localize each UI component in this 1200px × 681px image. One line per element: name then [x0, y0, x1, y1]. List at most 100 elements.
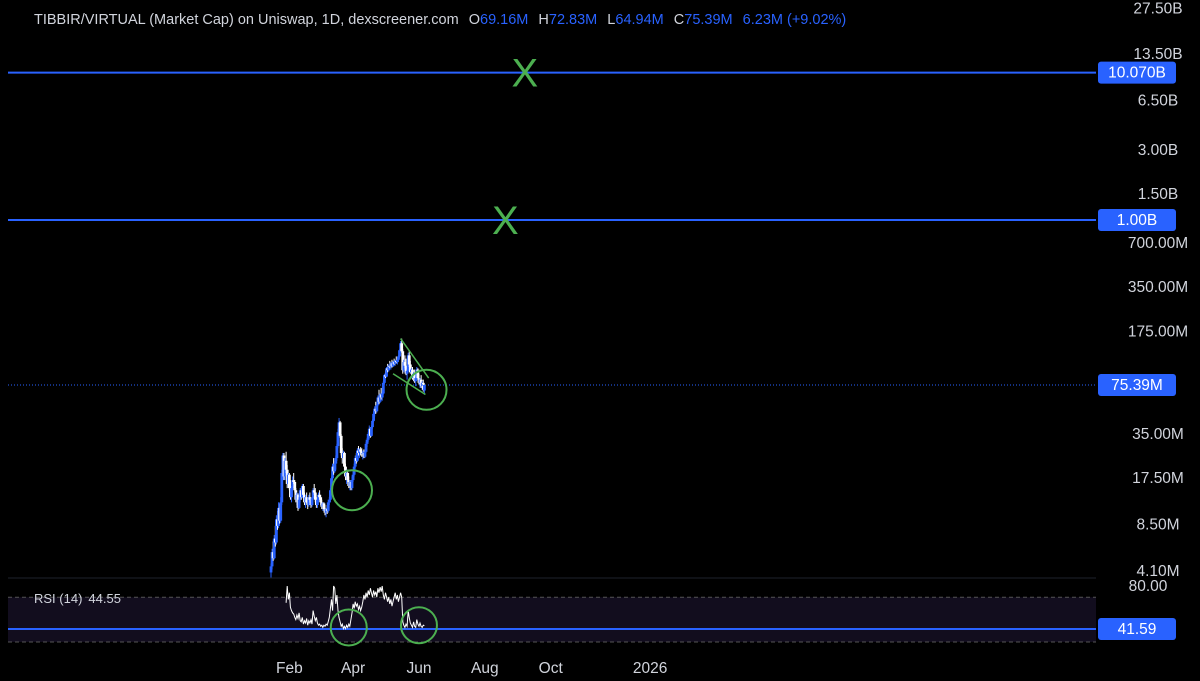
level-badge-text: 10.070B — [1108, 65, 1166, 82]
candle-body — [350, 480, 354, 489]
candle — [307, 494, 311, 507]
candle — [407, 351, 411, 367]
candle-body — [397, 356, 400, 360]
open-key: O — [468, 12, 480, 28]
candle-body — [329, 490, 332, 500]
current-price-badge-bg — [1098, 374, 1176, 397]
candle-body — [292, 480, 296, 483]
close-key: C — [673, 12, 685, 28]
y-tick-label: 350.00M — [1128, 279, 1188, 296]
rsi-current-value: 44.55 — [88, 591, 121, 606]
candle-body — [346, 472, 350, 481]
candle-body — [371, 420, 374, 428]
candle-body — [351, 474, 355, 481]
candle-body — [302, 485, 305, 495]
candle-body — [311, 490, 315, 499]
candle — [331, 463, 334, 481]
candle — [284, 451, 288, 473]
candle-body — [422, 385, 426, 391]
candle — [335, 443, 339, 461]
candle-body — [284, 460, 288, 470]
x-tick-label: Feb — [276, 660, 303, 677]
candle-body — [381, 382, 385, 394]
level-badge-text: 1.00B — [1117, 212, 1158, 229]
candle-body — [333, 463, 337, 472]
candle — [371, 419, 374, 429]
candle-body — [402, 362, 406, 371]
axis-layer: 27.50B 13.50B 6.50B 3.00B 1.50B 700.00M 350.00… — [276, 0, 1188, 677]
candle — [405, 369, 409, 380]
candle-body — [287, 474, 291, 489]
candle — [397, 355, 400, 363]
rsi-level-badge: 41.59 — [1098, 618, 1176, 641]
candle-body — [408, 364, 412, 373]
candle-body — [280, 472, 284, 503]
high-key: H — [538, 12, 549, 28]
candle-body — [403, 362, 407, 366]
annotations-layer: XX — [329, 52, 538, 647]
y-tick-label: 27.50B — [1133, 0, 1182, 17]
candle — [346, 469, 350, 483]
rsi-annotation-circle — [329, 608, 368, 647]
candle-body — [272, 538, 276, 559]
candle-body — [317, 494, 320, 500]
rsi-level-badge-text: 41.59 — [1118, 621, 1157, 638]
candle-body — [331, 466, 334, 479]
high-value: 72.83M — [548, 12, 598, 28]
y-tick-label: 8.50M — [1136, 516, 1179, 533]
candle-body — [378, 394, 382, 402]
candle — [370, 425, 373, 437]
low-value: 64.94M — [615, 12, 664, 28]
current-price-badge: 75.39M — [1098, 374, 1176, 397]
trendline — [392, 373, 426, 396]
x-tick-label: Jun — [406, 660, 431, 677]
y-tick-label: 4.10M — [1136, 563, 1179, 580]
candle-body — [313, 492, 317, 500]
candle-body — [404, 365, 408, 374]
x-mark: X — [492, 199, 519, 243]
chart-svg[interactable]: XX 27.50B13.50B6.50B3.00B1.50B700.00M350… — [8, 0, 1200, 681]
annotation-circle — [405, 368, 448, 411]
candle-body — [270, 552, 274, 567]
y-tick-label: 1.50B — [1138, 186, 1179, 203]
candle — [414, 376, 418, 387]
rsi-title[interactable]: RSI (14) — [34, 591, 83, 606]
rsi-layer — [8, 585, 1096, 643]
candle-body — [269, 566, 273, 573]
candle — [305, 492, 309, 504]
candle-body — [407, 355, 411, 365]
candle — [317, 492, 320, 503]
rsi-band-background — [8, 597, 1096, 642]
x-tick-label: Aug — [471, 660, 499, 677]
level-badge-bg — [1098, 61, 1176, 84]
close-value: 75.39M — [684, 12, 733, 28]
candle-body — [335, 446, 339, 459]
candle-body — [366, 434, 370, 440]
y-tick-label: 175.00M — [1128, 323, 1188, 340]
candle — [373, 406, 377, 417]
low-key: L — [607, 12, 616, 28]
rsi-legend: RSI (14) 44.55 — [34, 591, 121, 606]
candle — [416, 368, 420, 380]
chart-header: TIBBIR/VIRTUAL (Market Cap) on Uniswap, … — [34, 12, 846, 28]
candle-body — [383, 375, 386, 383]
candle-body — [308, 497, 312, 500]
candle-body — [395, 359, 399, 363]
candle — [381, 381, 385, 395]
candle-body — [385, 368, 388, 377]
candle-body — [318, 494, 321, 498]
candle-body — [326, 502, 330, 511]
symbol-title[interactable]: TIBBIR/VIRTUAL (Market Cap) on Uniswap, … — [34, 12, 459, 28]
y-tick-label: 17.50M — [1132, 470, 1184, 487]
candle — [402, 359, 406, 373]
candle-body — [372, 413, 375, 421]
candle — [310, 497, 314, 507]
candle — [387, 364, 391, 372]
candle-body — [398, 350, 401, 357]
candle-body — [319, 497, 323, 503]
y-tick-label: 6.50B — [1138, 93, 1179, 110]
candle-body — [343, 452, 346, 467]
candle-body — [275, 519, 278, 543]
y-tick-label: 700.00M — [1128, 235, 1188, 252]
candle-body — [312, 490, 316, 493]
